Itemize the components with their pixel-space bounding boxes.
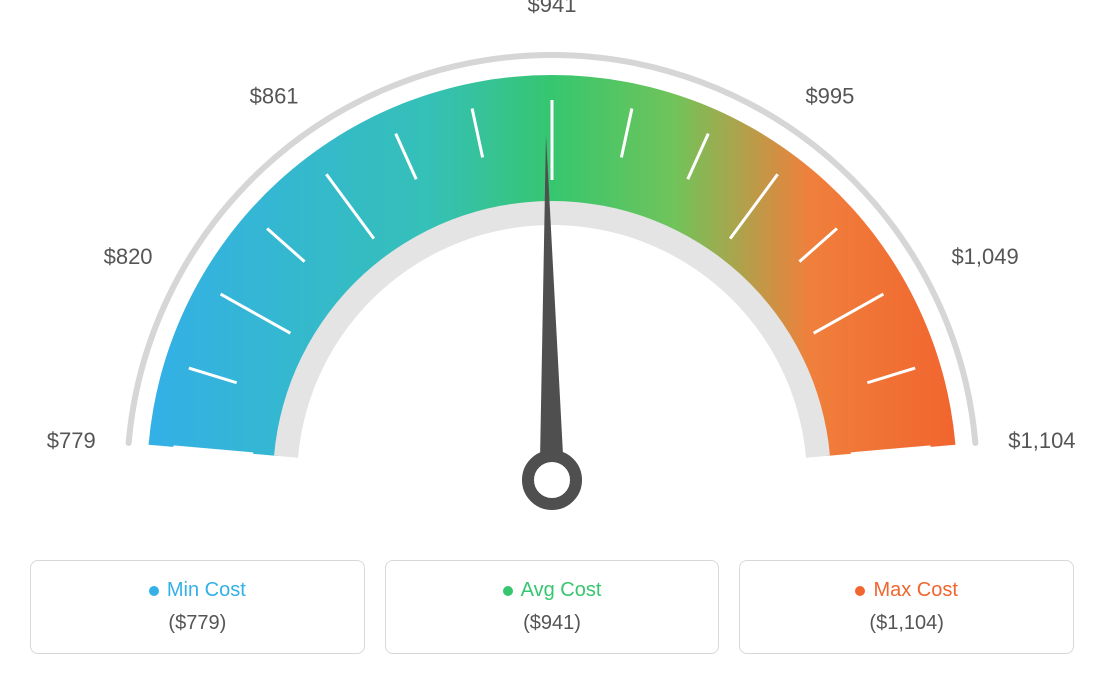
legend-value-min: ($779): [41, 612, 354, 635]
legend-dot-min: [149, 586, 159, 596]
legend-label-max: Max Cost: [855, 579, 957, 602]
legend-text-max: Max Cost: [873, 579, 957, 602]
svg-text:$995: $995: [805, 83, 854, 108]
legend-card-min: Min Cost ($779): [30, 560, 365, 654]
legend-row: Min Cost ($779) Avg Cost ($941) Max Cost…: [0, 540, 1104, 674]
legend-text-min: Min Cost: [167, 579, 246, 602]
legend-dot-max: [855, 586, 865, 596]
svg-text:$861: $861: [250, 83, 299, 108]
legend-label-min: Min Cost: [149, 579, 246, 602]
gauge-chart: $779 $820 $861 $941 $995 $1,049 $1,104: [0, 0, 1104, 540]
legend-card-max: Max Cost ($1,104): [739, 560, 1074, 654]
legend-value-avg: ($941): [396, 612, 709, 635]
svg-text:$820: $820: [104, 244, 153, 269]
legend-value-max: ($1,104): [750, 612, 1063, 635]
svg-text:$779: $779: [47, 428, 96, 453]
gauge-svg: $779 $820 $861 $941 $995 $1,049 $1,104: [0, 0, 1104, 540]
legend-label-avg: Avg Cost: [503, 579, 602, 602]
legend-dot-avg: [503, 586, 513, 596]
svg-text:$1,104: $1,104: [1008, 428, 1075, 453]
svg-text:$1,049: $1,049: [951, 244, 1018, 269]
svg-text:$941: $941: [528, 0, 577, 17]
legend-card-avg: Avg Cost ($941): [385, 560, 720, 654]
legend-text-avg: Avg Cost: [521, 579, 602, 602]
